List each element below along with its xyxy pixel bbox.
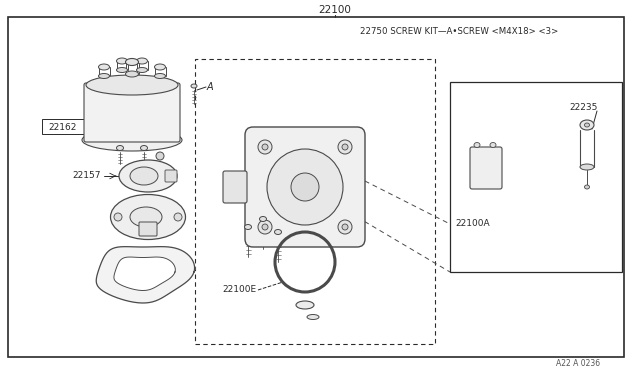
Circle shape (262, 224, 268, 230)
Text: 22157: 22157 (72, 171, 100, 180)
Ellipse shape (130, 167, 158, 185)
Circle shape (262, 144, 268, 150)
Circle shape (338, 140, 352, 154)
Bar (42, 119, 84, 134)
FancyBboxPatch shape (470, 147, 502, 189)
Circle shape (267, 149, 343, 225)
Ellipse shape (154, 64, 166, 70)
Polygon shape (114, 257, 175, 291)
Ellipse shape (584, 123, 589, 127)
Circle shape (258, 140, 272, 154)
Bar (195, 59, 435, 344)
Text: 22100: 22100 (319, 5, 351, 15)
FancyBboxPatch shape (139, 222, 157, 236)
Ellipse shape (116, 67, 127, 73)
Ellipse shape (99, 64, 109, 70)
Ellipse shape (141, 145, 147, 151)
Ellipse shape (130, 207, 162, 227)
Ellipse shape (275, 230, 282, 234)
Ellipse shape (125, 71, 138, 77)
Text: 22100E: 22100E (222, 285, 256, 295)
Ellipse shape (474, 142, 480, 148)
Ellipse shape (490, 142, 496, 148)
Ellipse shape (125, 58, 138, 65)
Ellipse shape (191, 84, 197, 88)
Bar (450, 82, 622, 272)
Ellipse shape (296, 301, 314, 309)
Ellipse shape (119, 160, 177, 192)
FancyBboxPatch shape (223, 171, 247, 203)
Circle shape (291, 173, 319, 201)
Text: 22235: 22235 (569, 103, 597, 112)
Polygon shape (96, 247, 195, 303)
Ellipse shape (584, 185, 589, 189)
Circle shape (156, 152, 164, 160)
Ellipse shape (307, 314, 319, 320)
Ellipse shape (111, 195, 186, 240)
Circle shape (258, 220, 272, 234)
Ellipse shape (580, 120, 594, 130)
FancyBboxPatch shape (165, 170, 177, 182)
Ellipse shape (99, 74, 109, 78)
Text: 22100A: 22100A (455, 219, 490, 228)
Text: 22750 SCREW KIT—A•SCREW <M4X18> <3>: 22750 SCREW KIT—A•SCREW <M4X18> <3> (360, 28, 558, 36)
Text: 22162: 22162 (49, 122, 77, 131)
Ellipse shape (259, 217, 266, 221)
Ellipse shape (82, 129, 182, 151)
FancyBboxPatch shape (84, 83, 180, 142)
Ellipse shape (116, 58, 127, 64)
Ellipse shape (86, 75, 178, 95)
Ellipse shape (136, 58, 147, 64)
FancyBboxPatch shape (245, 127, 365, 247)
Ellipse shape (116, 145, 124, 151)
Circle shape (338, 220, 352, 234)
Ellipse shape (580, 164, 594, 170)
Circle shape (342, 224, 348, 230)
Ellipse shape (154, 74, 166, 78)
Text: A: A (207, 82, 214, 92)
Text: A22 A 0236: A22 A 0236 (556, 359, 600, 369)
Circle shape (342, 144, 348, 150)
Ellipse shape (244, 224, 252, 230)
Circle shape (174, 213, 182, 221)
Circle shape (114, 213, 122, 221)
Ellipse shape (136, 67, 147, 73)
